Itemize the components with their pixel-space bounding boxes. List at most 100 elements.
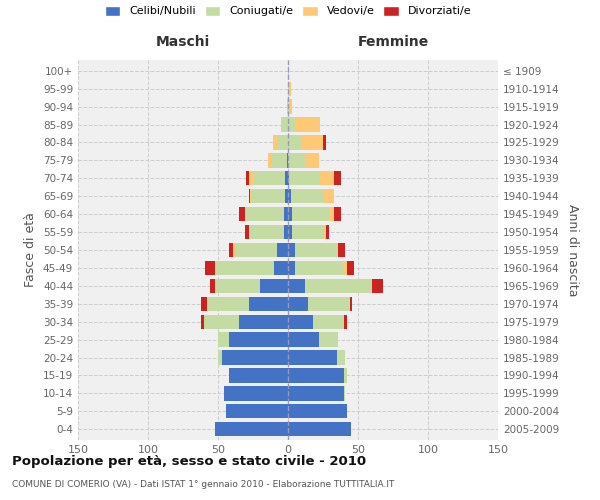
Bar	[288, 136, 302, 149]
Bar	[288, 350, 337, 364]
Bar	[207, 296, 249, 311]
Text: Maschi: Maschi	[156, 35, 210, 49]
Bar	[308, 296, 350, 311]
Bar	[288, 118, 295, 132]
Bar	[288, 243, 295, 257]
Bar	[344, 386, 346, 400]
Bar	[288, 278, 305, 293]
Bar	[305, 278, 372, 293]
Bar	[289, 100, 292, 114]
Bar	[302, 136, 323, 149]
Bar	[295, 261, 344, 275]
Bar	[246, 171, 249, 186]
Bar	[253, 171, 285, 186]
Bar	[320, 171, 334, 186]
Bar	[268, 153, 271, 168]
Bar	[250, 189, 251, 204]
Bar	[205, 261, 215, 275]
Bar	[233, 243, 235, 257]
Y-axis label: Anni di nascita: Anni di nascita	[566, 204, 579, 296]
Bar	[319, 332, 338, 347]
Bar	[229, 332, 288, 347]
Bar	[277, 243, 288, 257]
Bar	[288, 332, 319, 347]
Bar	[288, 261, 295, 275]
Text: Popolazione per età, sesso e stato civile - 2010: Popolazione per età, sesso e stato civil…	[12, 455, 366, 468]
Bar	[235, 243, 277, 257]
Bar	[201, 296, 207, 311]
Bar	[274, 261, 288, 275]
Bar	[245, 207, 246, 222]
Bar	[287, 100, 288, 114]
Bar	[249, 225, 284, 239]
Bar	[287, 153, 288, 168]
Bar	[245, 225, 249, 239]
Bar	[326, 225, 329, 239]
Bar	[288, 314, 313, 329]
Bar	[224, 386, 288, 400]
Bar	[283, 118, 288, 132]
Bar	[305, 153, 319, 168]
Bar	[329, 207, 334, 222]
Bar	[347, 261, 354, 275]
Bar	[281, 118, 283, 132]
Bar	[337, 243, 338, 257]
Bar	[295, 243, 337, 257]
Bar	[204, 314, 239, 329]
Bar	[278, 136, 288, 149]
Bar	[288, 207, 292, 222]
Bar	[325, 189, 334, 204]
Bar	[271, 153, 287, 168]
Bar	[272, 136, 278, 149]
Bar	[350, 296, 352, 311]
Bar	[285, 171, 288, 186]
Bar	[209, 278, 215, 293]
Bar	[288, 404, 347, 418]
Bar	[239, 207, 245, 222]
Bar	[260, 278, 288, 293]
Bar	[337, 350, 346, 364]
Bar	[289, 171, 320, 186]
Bar	[284, 225, 288, 239]
Bar	[344, 261, 347, 275]
Bar	[284, 207, 288, 222]
Text: Femmine: Femmine	[358, 35, 428, 49]
Bar	[344, 368, 347, 382]
Text: COMUNE DI COMERIO (VA) - Dati ISTAT 1° gennaio 2010 - Elaborazione TUTTITALIA.IT: COMUNE DI COMERIO (VA) - Dati ISTAT 1° g…	[12, 480, 394, 489]
Bar	[292, 207, 329, 222]
Bar	[288, 225, 292, 239]
Bar	[239, 314, 288, 329]
Bar	[288, 171, 289, 186]
Bar	[288, 368, 344, 382]
Bar	[251, 189, 285, 204]
Bar	[229, 243, 233, 257]
Bar	[215, 422, 288, 436]
Bar	[323, 136, 326, 149]
Bar	[249, 296, 288, 311]
Bar	[229, 368, 288, 382]
Bar	[285, 189, 288, 204]
Bar	[291, 189, 325, 204]
Bar	[288, 82, 289, 96]
Bar	[215, 261, 274, 275]
Bar	[249, 189, 250, 204]
Bar	[323, 225, 326, 239]
Bar	[201, 314, 204, 329]
Bar	[249, 171, 253, 186]
Bar	[288, 422, 351, 436]
Bar	[222, 350, 288, 364]
Bar	[334, 171, 341, 186]
Bar	[246, 207, 284, 222]
Bar	[334, 207, 341, 222]
Legend: Celibi/Nubili, Coniugati/e, Vedovi/e, Divorziati/e: Celibi/Nubili, Coniugati/e, Vedovi/e, Di…	[105, 6, 471, 16]
Bar	[295, 118, 320, 132]
Bar	[218, 332, 229, 347]
Bar	[215, 278, 260, 293]
Bar	[288, 100, 289, 114]
Bar	[292, 225, 323, 239]
Bar	[344, 314, 347, 329]
Bar	[289, 82, 291, 96]
Bar	[288, 296, 308, 311]
Bar	[338, 243, 346, 257]
Bar	[313, 314, 344, 329]
